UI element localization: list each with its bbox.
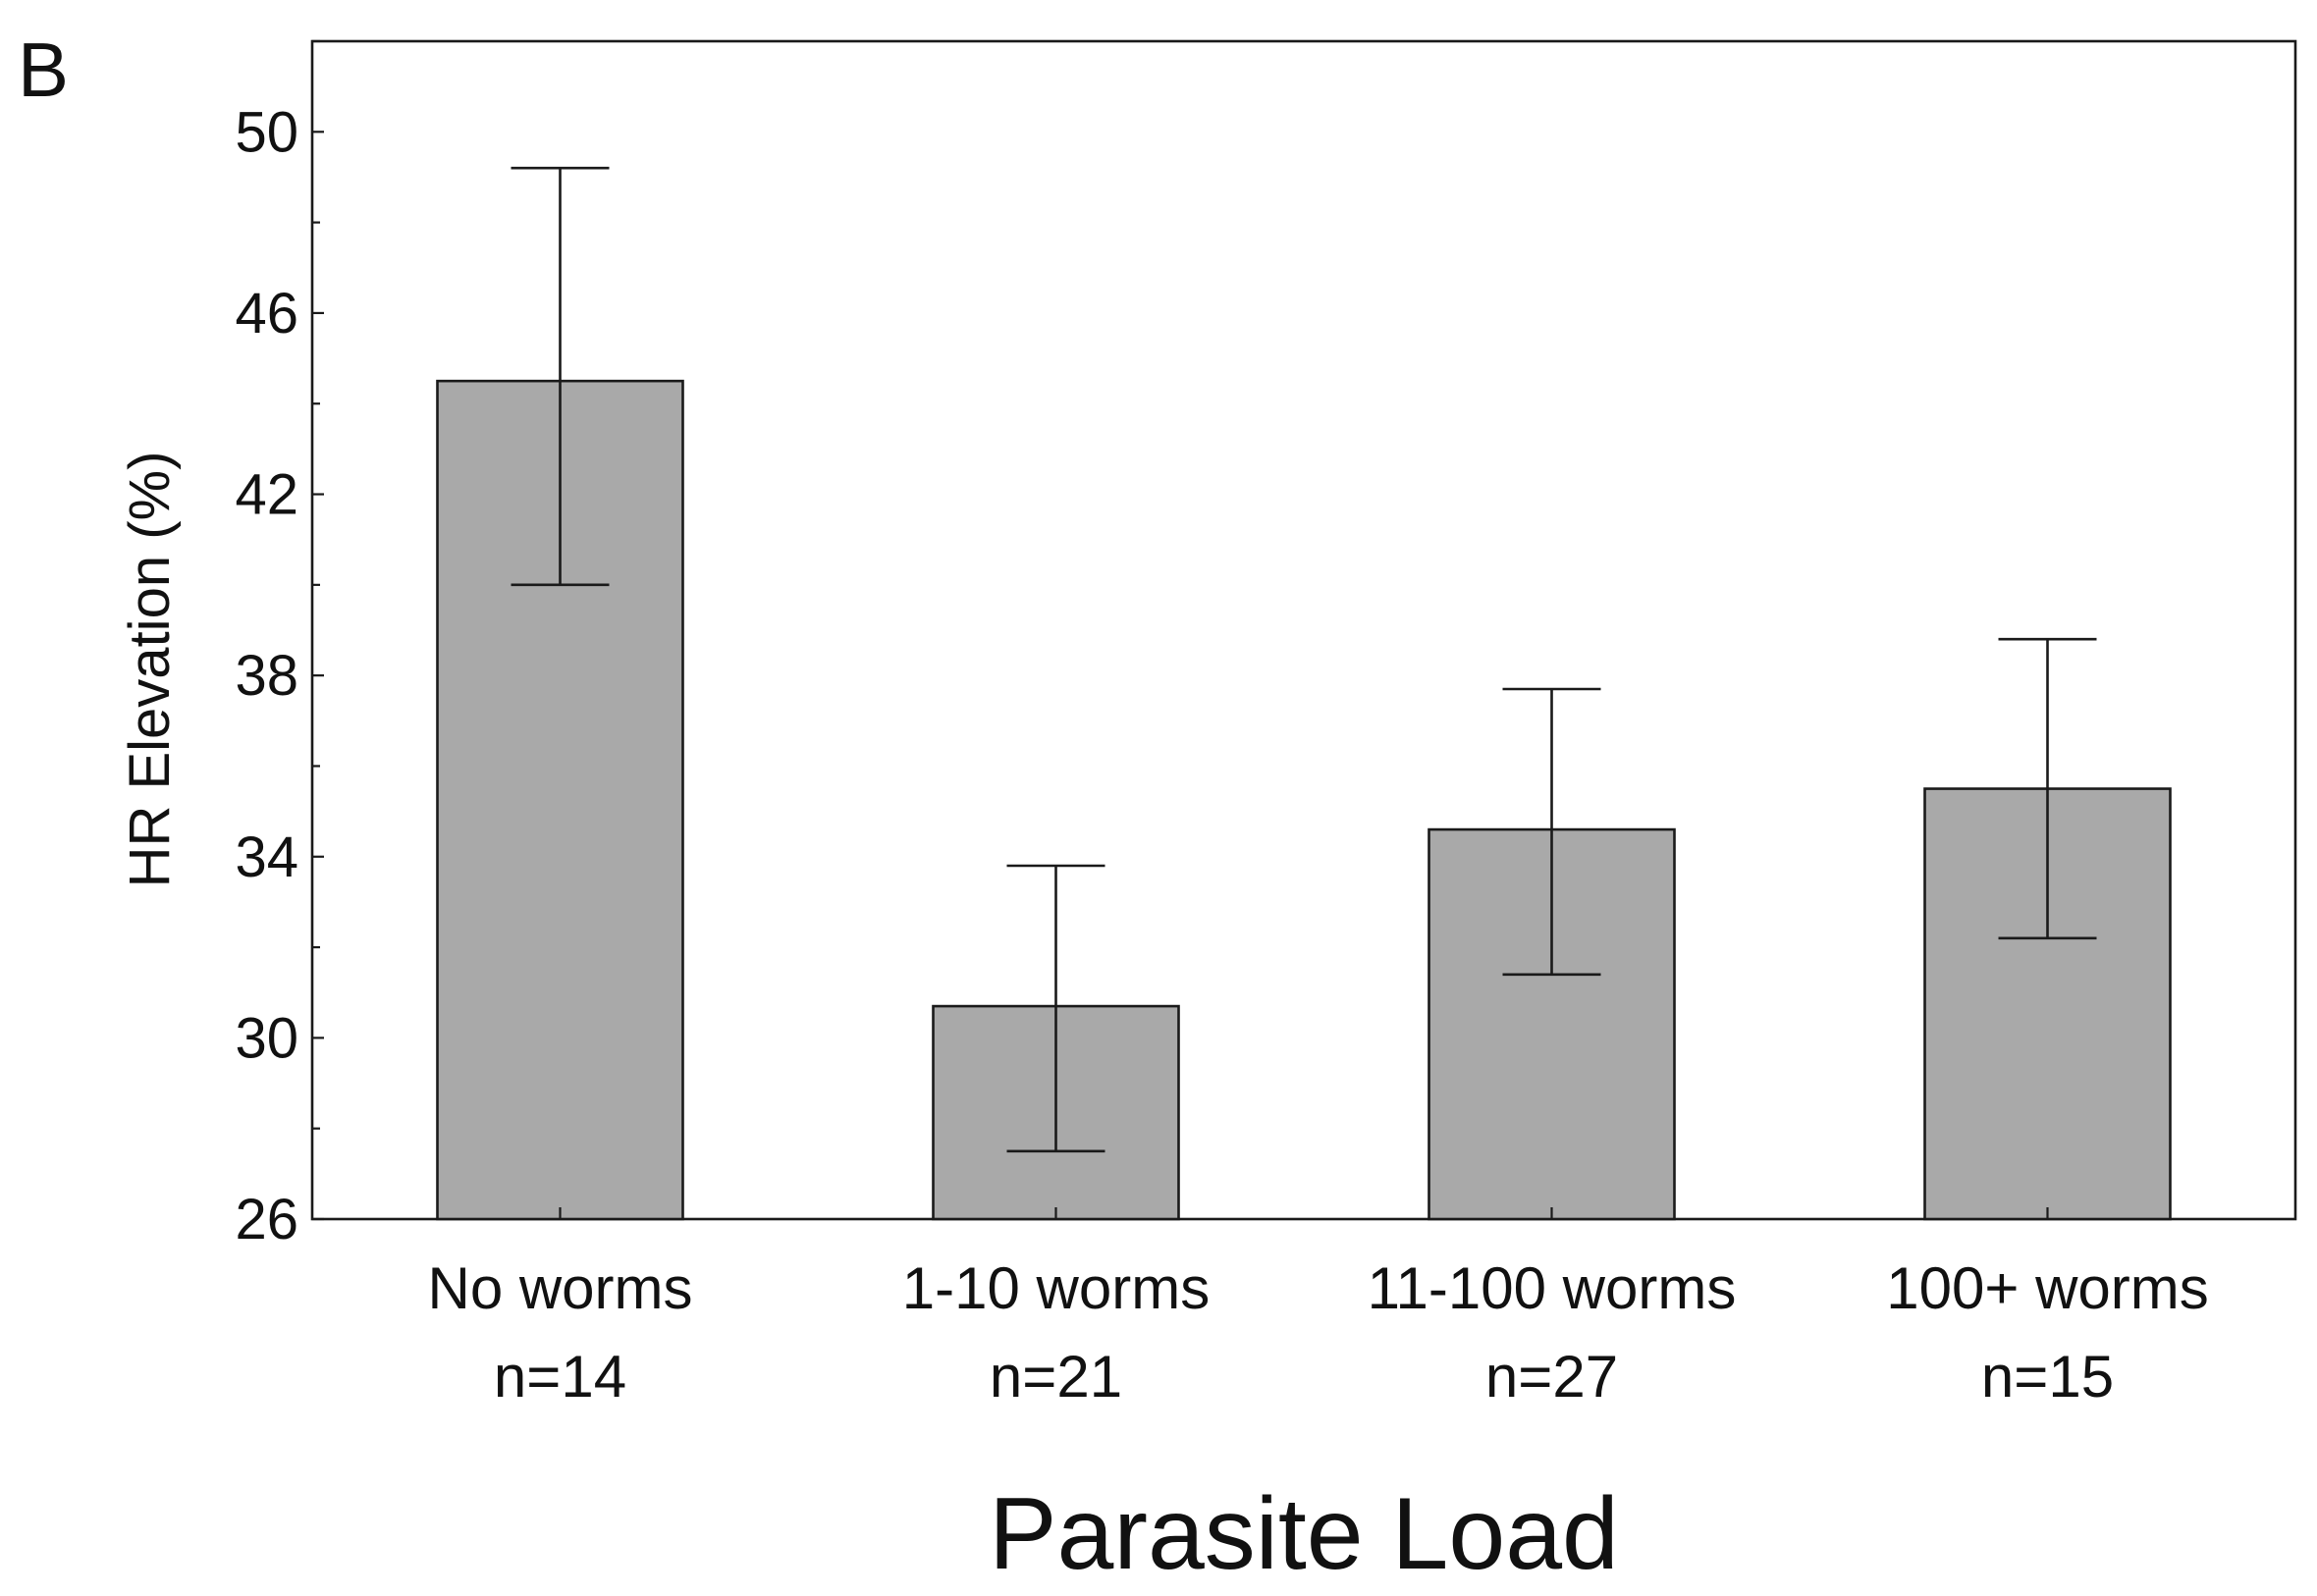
y-tick-label: 46 <box>235 282 298 346</box>
y-tick-label: 34 <box>235 825 298 889</box>
sample-size-label: n=15 <box>1981 1344 2114 1410</box>
x-tick-label: No worms <box>427 1255 692 1321</box>
error-bars <box>511 166 2097 1153</box>
y-axis-title: HR Elevation (%) <box>118 452 182 888</box>
sample-size-label: n=27 <box>1485 1344 1618 1410</box>
y-tick-label: 42 <box>235 463 298 527</box>
y-tick-label: 26 <box>235 1188 298 1251</box>
x-axis-title: Parasite Load <box>989 1477 1619 1591</box>
y-tick-label: 50 <box>235 100 298 164</box>
x-tick-label: 100+ worms <box>1886 1255 2208 1321</box>
y-tick-label: 38 <box>235 644 298 708</box>
bar-series <box>436 379 2172 1221</box>
x-tick-label: 11-100 worms <box>1368 1255 1737 1321</box>
x-axis: No worms n=14 1-10 worms n=21 11-100 worms n=… <box>427 1207 2209 1410</box>
plot-area-frame <box>310 39 2297 1221</box>
panel-label: B <box>18 27 69 113</box>
sample-size-label: n=21 <box>990 1344 1122 1410</box>
sample-size-label: n=14 <box>494 1344 626 1410</box>
y-axis: 26 30 34 38 42 46 50 <box>235 39 324 1251</box>
x-tick-label: 1-10 worms <box>902 1255 1210 1321</box>
y-tick-label: 30 <box>235 1006 298 1070</box>
